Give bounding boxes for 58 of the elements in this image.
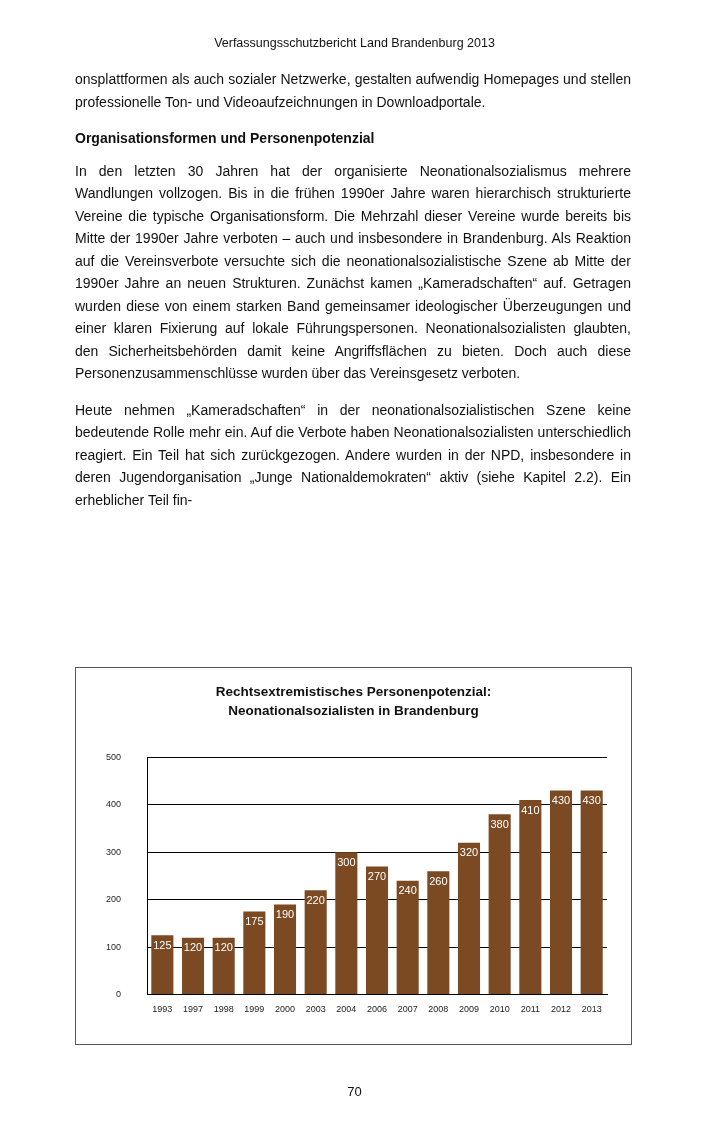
y-tick-label: 500	[105, 751, 122, 762]
x-tick-label: 2007	[397, 1004, 418, 1015]
data-label: 120	[214, 941, 233, 954]
bar	[304, 890, 327, 995]
x-tick-label: 2004	[336, 1004, 357, 1015]
text: onsplattformen als auch sozialer Netzwerke, gestalten aufwendig Homepages und stellen professionelle Ton- und Videoaufzeichnungen in Downloadportale.	[75, 70, 631, 112]
bar	[212, 937, 235, 995]
text: 70	[346, 1084, 363, 1099]
bar	[580, 790, 603, 995]
bar	[181, 937, 205, 995]
text: In den letzten 30 Jahren hat der organisierte Neonationalsozialismus mehrere Wandlungen vollzogen. Bis in die frühen 1990er Jahre waren hierarchisch strukturierte Vereine die typische Organisationsform. Die Mehrzahl dieser Vereine wurde bereits bis Mitte der 1990er Jahre verboten – auch und insbesondere in Brandenburg. Als Reaktion auf die Vereinsverbote versuchte sich die neonationalsozialistische Szene ab Mitte der 1990er Jahre an neuen Strukturen. Zunächst kamen „Kameradschaften“ auf. Getragen wurden diese von einem starken Band gemeinsamer ideologischer Überzeugungen und einer klaren Fixierung auf lokale Führungspersonen. Neonationalsozialisten glaubten, den Sicherheitsbehörden damit keine Angriffsflächen zu bieten. Doch auch diese Personenzusammenschlüsse wurden über das Vereinsgesetz verboten.	[75, 162, 631, 381]
bar	[273, 904, 297, 995]
x-tick-label: 2010	[489, 1004, 510, 1015]
bar	[549, 790, 573, 995]
bar	[457, 842, 481, 995]
x-tick-label: 2003	[305, 1004, 326, 1015]
text: Verfassungsschutzbericht Land Brandenburg 2013	[213, 36, 496, 50]
data-label: 380	[490, 817, 509, 830]
data-label: 220	[306, 893, 325, 906]
data-label: 320	[459, 846, 479, 859]
bar	[243, 911, 266, 995]
chart-title: Rechtsextremistisches Personenpotenzial: Neonationalsozialisten in Brandenburg	[214, 683, 493, 720]
data-label: 430	[551, 794, 571, 807]
bar	[365, 866, 389, 995]
data-label: 125	[153, 938, 172, 951]
bar	[151, 935, 174, 995]
x-tick-label: 1993	[152, 1004, 173, 1015]
data-label: 300	[337, 855, 356, 868]
bar	[519, 800, 542, 995]
y-tick-label: 200	[105, 894, 122, 905]
x-tick-label: 2009	[458, 1004, 480, 1015]
bar	[488, 814, 511, 995]
y-tick-label: 300	[105, 846, 122, 857]
y-tick-label: 0	[116, 989, 122, 1000]
text: Organisationsformen und Personenpotenzial	[75, 129, 376, 148]
data-label: 190	[275, 908, 295, 920]
bar	[335, 852, 358, 995]
y-tick-label: 400	[105, 799, 122, 810]
x-tick-label: 1998	[213, 1004, 234, 1015]
x-tick-label: 2000	[275, 1004, 296, 1015]
data-label: 270	[367, 870, 387, 883]
x-tick-label: 2013	[581, 1004, 602, 1015]
data-label: 410	[521, 803, 540, 816]
x-tick-label: 2008	[428, 1004, 449, 1015]
x-tick-label: 2006	[366, 1004, 388, 1015]
bar	[427, 871, 450, 995]
y-tick-label: 100	[105, 941, 122, 952]
bar	[396, 880, 419, 995]
data-label: 120	[183, 941, 203, 954]
data-label: 430	[582, 794, 601, 807]
x-tick-label: 1997	[183, 1004, 204, 1015]
x-tick-label: 2012	[550, 1004, 572, 1015]
data-label: 260	[429, 874, 448, 887]
x-tick-label: 1999	[244, 1004, 265, 1015]
text: Heute nehmen „Kameradschaften“ in der neonationalsozialistischen Szene keine bedeutende Rolle mehr ein. Auf die Verbote haben Neonationalsozialisten unterschiedlich reagiert. Ein Teil hat sich zurückgezogen. Andere wurden in der NPD, insbesondere in deren Jugendorganisation „Junge Nationaldemokraten“ aktiv (siehe Kapitel 2.2). Ein erheblicher Teil fin-	[75, 400, 631, 510]
data-label: 175	[245, 915, 264, 928]
data-label: 240	[398, 884, 417, 897]
x-tick-label: 2011	[520, 1004, 541, 1015]
